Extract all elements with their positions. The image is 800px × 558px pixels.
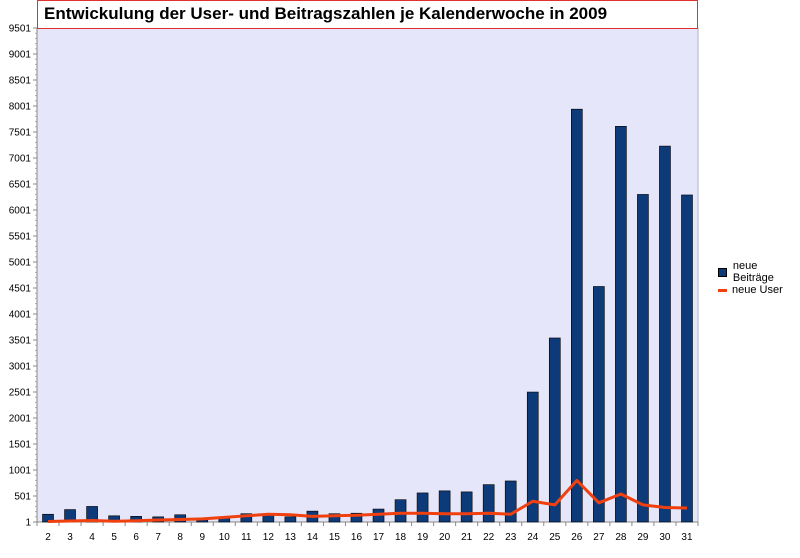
y-tick-label: 1501 bbox=[9, 440, 32, 451]
y-tick-label: 4501 bbox=[9, 284, 32, 295]
bar bbox=[504, 480, 517, 523]
y-tick-label: 8001 bbox=[9, 102, 32, 113]
bar bbox=[42, 513, 54, 523]
x-tick-label: 14 bbox=[307, 532, 319, 543]
bar bbox=[350, 512, 363, 523]
legend-label-beitraege: neue Beiträge bbox=[732, 260, 774, 284]
series-line bbox=[47, 478, 688, 524]
x-tick-label: 4 bbox=[89, 532, 95, 543]
y-tick-label: 7001 bbox=[9, 154, 32, 165]
bar bbox=[394, 499, 407, 523]
y-tick-label: 7501 bbox=[9, 128, 32, 139]
y-tick-label: 501 bbox=[14, 492, 31, 503]
y-tick-label: 5001 bbox=[9, 258, 32, 269]
y-tick-label: 6501 bbox=[9, 180, 32, 191]
legend-swatch-bar bbox=[718, 267, 727, 277]
x-tick-label: 16 bbox=[351, 532, 363, 543]
bar bbox=[328, 513, 341, 523]
bar bbox=[284, 516, 297, 523]
bar bbox=[548, 337, 561, 523]
y-tick-label: 1001 bbox=[9, 466, 32, 477]
bar bbox=[571, 108, 583, 523]
chart-title-box: Entwickulung der User- und Beitragszahle… bbox=[37, 0, 698, 29]
x-tick-label: 29 bbox=[637, 532, 649, 543]
chart-title: Entwickulung der User- und Beitragszahle… bbox=[44, 4, 608, 23]
x-tick-label: 18 bbox=[395, 532, 407, 543]
x-tick-label: 9 bbox=[199, 532, 205, 543]
y-tick-label: 4001 bbox=[9, 310, 32, 321]
x-tick-label: 31 bbox=[681, 532, 693, 543]
y-tick-label: 2001 bbox=[9, 414, 32, 425]
x-tick-label: 23 bbox=[505, 532, 517, 543]
x-tick-label: 27 bbox=[593, 532, 605, 543]
x-tick-label: 5 bbox=[111, 532, 117, 543]
x-tick-label: 6 bbox=[133, 532, 139, 543]
plot-area bbox=[36, 27, 699, 523]
x-tick-label: 21 bbox=[461, 532, 473, 543]
x-tick-label: 24 bbox=[527, 532, 539, 543]
x-tick-label: 30 bbox=[659, 532, 671, 543]
bar bbox=[262, 514, 275, 523]
x-tick-label: 17 bbox=[373, 532, 385, 543]
bar bbox=[615, 126, 627, 523]
bar bbox=[482, 484, 495, 523]
x-tick-label: 26 bbox=[571, 532, 583, 543]
y-tick-label: 3501 bbox=[9, 336, 32, 347]
bar bbox=[240, 513, 253, 523]
legend-label-user: neue User bbox=[732, 284, 783, 296]
bar bbox=[438, 490, 451, 523]
bar bbox=[593, 286, 605, 523]
x-tick-label: 28 bbox=[615, 532, 627, 543]
legend-item-user: neue User bbox=[718, 281, 800, 299]
line-series bbox=[47, 478, 688, 524]
x-tick-label: 3 bbox=[67, 532, 73, 543]
x-tick-label: 2 bbox=[45, 532, 51, 543]
x-tick-label: 22 bbox=[483, 532, 495, 543]
bar bbox=[460, 491, 473, 523]
y-tick-label: 8501 bbox=[9, 76, 32, 87]
x-tick-label: 11 bbox=[241, 532, 252, 543]
y-tick-label: 5501 bbox=[9, 232, 32, 243]
y-tick-label: 1 bbox=[25, 518, 31, 529]
bar bbox=[637, 194, 649, 523]
y-tick-label: 9001 bbox=[9, 50, 32, 61]
x-tick-label: 13 bbox=[285, 532, 297, 543]
legend-swatch-line bbox=[718, 288, 727, 292]
y-tick-label: 9501 bbox=[9, 24, 32, 35]
x-tick-label: 12 bbox=[263, 532, 275, 543]
x-tick-label: 25 bbox=[549, 532, 561, 543]
y-tick-label: 6001 bbox=[9, 206, 32, 217]
x-axis: 2 3 4 5 6 7 8 9 10 11 12 13 14 15 16 17 18 19 20 21 22 23 24 25… bbox=[36, 521, 699, 543]
bar bbox=[86, 506, 98, 523]
x-tick-label: 19 bbox=[417, 532, 429, 543]
bar bbox=[681, 194, 693, 523]
x-tick-label: 10 bbox=[219, 532, 231, 543]
x-tick-label: 20 bbox=[439, 532, 451, 543]
x-tick-label: 8 bbox=[177, 532, 183, 543]
legend: neue Beiträge neue User bbox=[718, 260, 800, 299]
legend-item-beitraege: neue Beiträge bbox=[718, 260, 800, 284]
y-axis: 1501100115012001250130013501400145015001… bbox=[9, 24, 38, 529]
x-tick-label: 15 bbox=[329, 532, 341, 543]
y-tick-label: 2501 bbox=[9, 388, 32, 399]
x-tick-label: 7 bbox=[155, 532, 161, 543]
bar bbox=[659, 145, 671, 523]
bar bbox=[526, 391, 539, 523]
bar bbox=[416, 492, 429, 523]
y-tick-label: 3001 bbox=[9, 362, 32, 373]
